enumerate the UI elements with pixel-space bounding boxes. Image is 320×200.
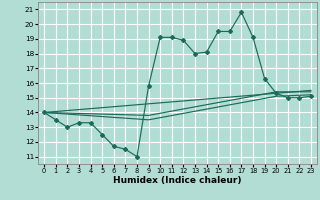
- X-axis label: Humidex (Indice chaleur): Humidex (Indice chaleur): [113, 176, 242, 185]
